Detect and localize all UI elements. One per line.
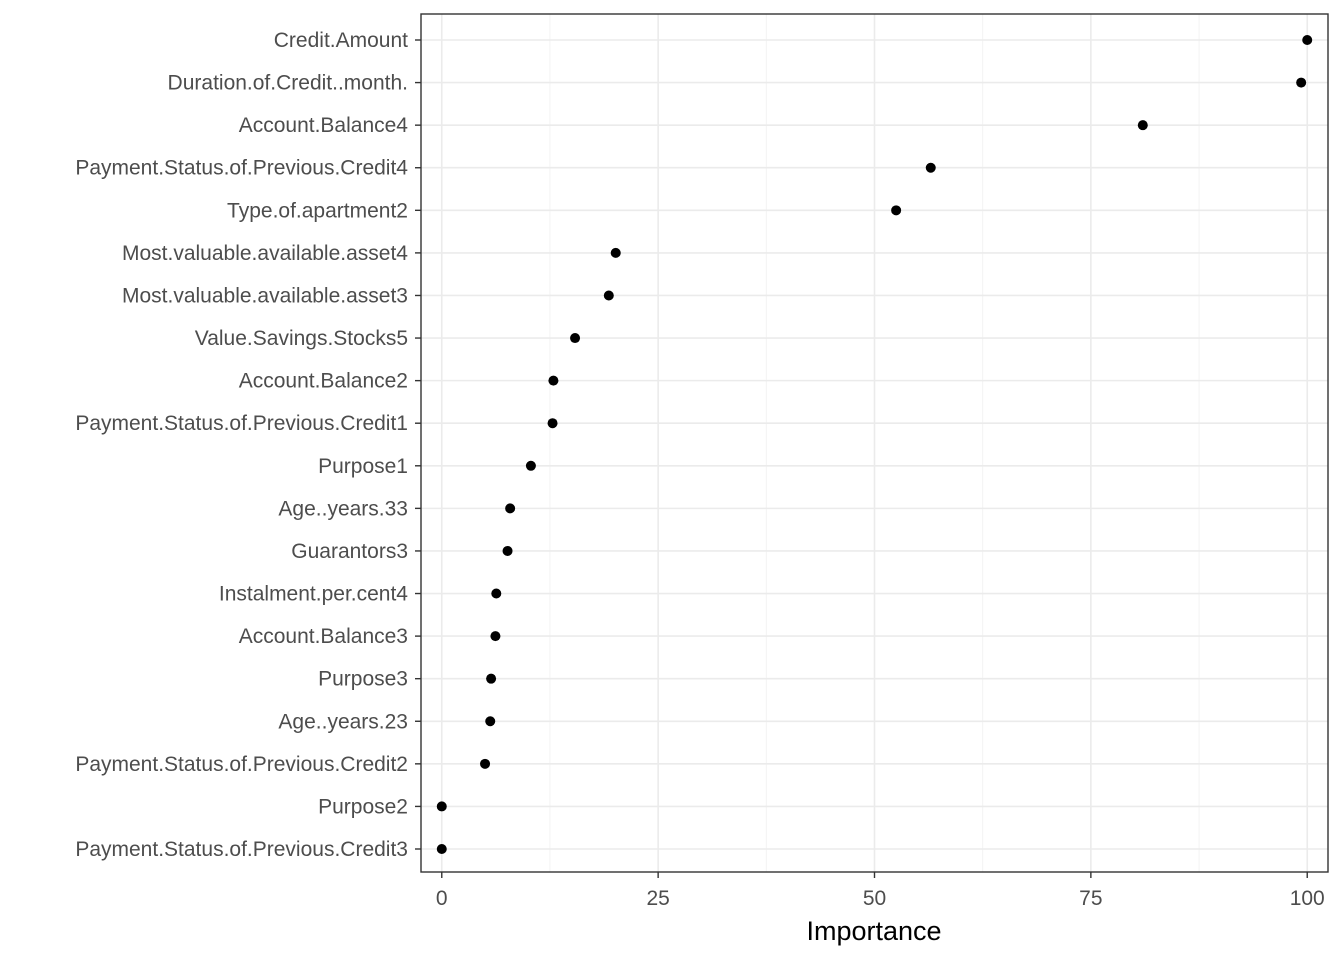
- y-tick-label: Payment.Status.of.Previous.Credit3: [75, 838, 408, 861]
- data-point: [486, 673, 497, 684]
- x-tick-label: 0: [436, 887, 448, 910]
- data-point: [436, 844, 447, 854]
- data-point: [491, 588, 502, 599]
- data-point: [525, 460, 536, 471]
- y-tick-label: Account.Balance2: [239, 370, 408, 393]
- y-tick-label: Payment.Status.of.Previous.Credit2: [75, 753, 408, 776]
- y-tick-label: Most.valuable.available.asset4: [122, 242, 408, 265]
- y-tick-label: Age..years.33: [278, 497, 408, 520]
- x-axis-title: Importance: [806, 916, 941, 946]
- data-point: [490, 631, 501, 642]
- grid-lines: [421, 14, 1328, 872]
- y-tick-label: Value.Savings.Stocks5: [195, 327, 408, 350]
- x-tick-label: 75: [1079, 887, 1102, 910]
- x-tick-label: 50: [863, 887, 886, 910]
- data-point: [1296, 77, 1307, 88]
- y-tick-label: Payment.Status.of.Previous.Credit4: [75, 157, 408, 180]
- data-point: [505, 503, 516, 514]
- x-tick-label: 25: [646, 887, 669, 910]
- data-point: [891, 205, 902, 216]
- data-point: [547, 418, 558, 429]
- data-point: [925, 162, 936, 173]
- data-point: [1302, 35, 1313, 45]
- data-point: [480, 758, 491, 769]
- y-tick-label: Type.of.apartment2: [227, 199, 408, 222]
- y-tick-label: Age..years.23: [278, 710, 408, 733]
- data-point: [570, 333, 581, 344]
- data-point: [485, 716, 496, 727]
- data-point: [502, 545, 513, 556]
- y-tick-label: Guarantors3: [291, 540, 408, 563]
- y-tick-label: Instalment.per.cent4: [219, 583, 408, 606]
- x-tick-label: 100: [1290, 887, 1325, 910]
- y-tick-label: Purpose2: [318, 795, 408, 818]
- y-tick-label: Most.valuable.available.asset3: [122, 284, 408, 307]
- y-tick-label: Purpose3: [318, 668, 408, 691]
- y-tick-label: Credit.Amount: [274, 29, 408, 52]
- y-axis: Credit.Amount Duration.of.Credit..month. A…: [75, 29, 421, 861]
- y-tick-label: Account.Balance4: [239, 114, 409, 137]
- y-tick-label: Payment.Status.of.Previous.Credit1: [75, 412, 408, 435]
- y-tick-label: Duration.of.Credit..month.: [168, 72, 408, 95]
- data-points: [436, 35, 1313, 854]
- data-point: [436, 801, 447, 812]
- y-tick-label: Purpose1: [318, 455, 408, 478]
- data-point: [603, 290, 614, 301]
- data-point: [610, 247, 621, 258]
- data-point: [1137, 120, 1148, 131]
- y-tick-label: Account.Balance3: [239, 625, 408, 648]
- x-axis: 0 25 50 75 100: [436, 872, 1325, 910]
- data-point: [548, 375, 559, 386]
